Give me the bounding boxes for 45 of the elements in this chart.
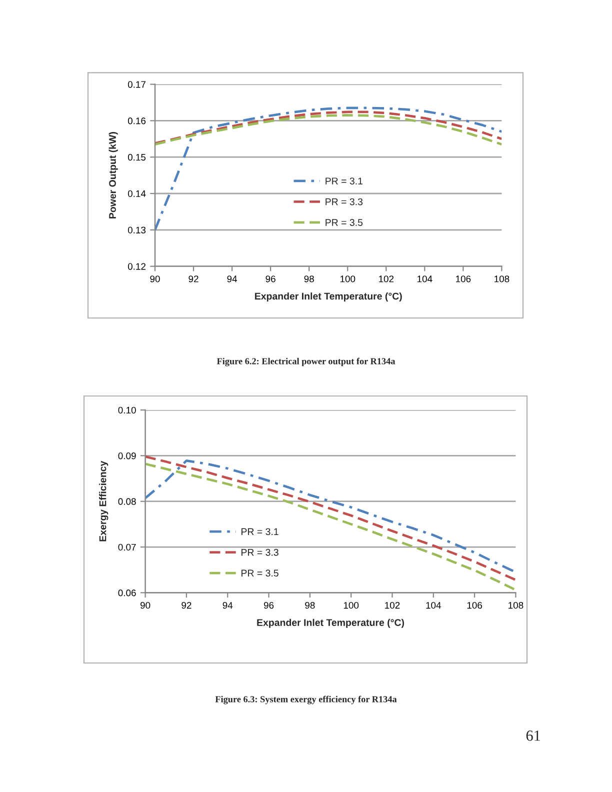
x-tick-label: 106 [456, 276, 471, 282]
legend-label: PR = 3.3 [326, 198, 363, 206]
x-tick-label: 96 [264, 602, 274, 609]
legend-label: PR = 3.1 [326, 178, 362, 184]
y-tick-label: 0.12 [128, 263, 146, 270]
y-tick-label: 0.07 [118, 544, 136, 551]
caption: Figure 6.2: Electrical power output for R134a [216, 358, 396, 366]
x-tick-label: 100 [340, 276, 356, 282]
y-axis-title: Power Output (kW) [108, 132, 118, 218]
y-tick-label: 0.10 [118, 406, 136, 414]
x-tick-label: 104 [426, 602, 441, 609]
legend-label: PR = 3.5 [326, 219, 363, 226]
y-tick-label: 0.17 [128, 81, 146, 88]
caption: Figure 6.3: System exergy efficiency for R134a [215, 696, 397, 704]
legend-label: PR = 3.3 [242, 548, 278, 556]
x-tick-label: 96 [266, 276, 276, 282]
x-tick-label: 106 [467, 602, 482, 609]
line-series [155, 106, 502, 232]
x-tick-label: 94 [227, 276, 238, 282]
x-tick-label: 100 [344, 602, 359, 609]
x-tick-label: 108 [494, 276, 510, 282]
text: 61 [526, 730, 540, 741]
legend-label: PR = 3.1 [242, 528, 278, 536]
y-tick-label: 0.16 [128, 118, 146, 124]
x-tick-label: 102 [378, 276, 394, 282]
y-tick-label: 0.06 [118, 590, 136, 596]
y-axis-title: Exergy Efficiency [99, 460, 108, 542]
x-axis-title: Expander Inlet Temperature (°C) [255, 292, 402, 302]
y-tick-label: 0.08 [118, 498, 136, 505]
x-axis-title: Expander Inlet Temperature (°C) [257, 618, 404, 628]
x-tick-label: 94 [222, 602, 233, 609]
y-tick-label: 0.15 [128, 154, 146, 161]
x-tick-label: 98 [304, 276, 314, 282]
legend-label: PR = 3.5 [242, 570, 278, 577]
x-tick-label: 104 [418, 276, 432, 282]
x-tick-label: 90 [150, 276, 160, 282]
x-tick-label: 92 [182, 602, 192, 609]
y-tick-label: 0.09 [118, 452, 136, 460]
y-tick-label: 0.14 [128, 190, 146, 198]
y-tick-label: 0.13 [128, 226, 146, 234]
x-tick-label: 98 [305, 602, 315, 609]
x-tick-label: 92 [188, 276, 198, 282]
x-tick-label: 108 [508, 602, 524, 609]
x-tick-label: 102 [385, 602, 400, 609]
x-tick-label: 90 [140, 602, 150, 609]
